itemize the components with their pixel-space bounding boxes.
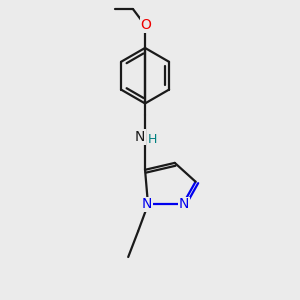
Text: N: N <box>178 197 189 212</box>
Text: N: N <box>135 130 145 144</box>
Text: H: H <box>147 133 157 146</box>
Text: N: N <box>142 197 152 212</box>
Text: O: O <box>141 18 152 32</box>
